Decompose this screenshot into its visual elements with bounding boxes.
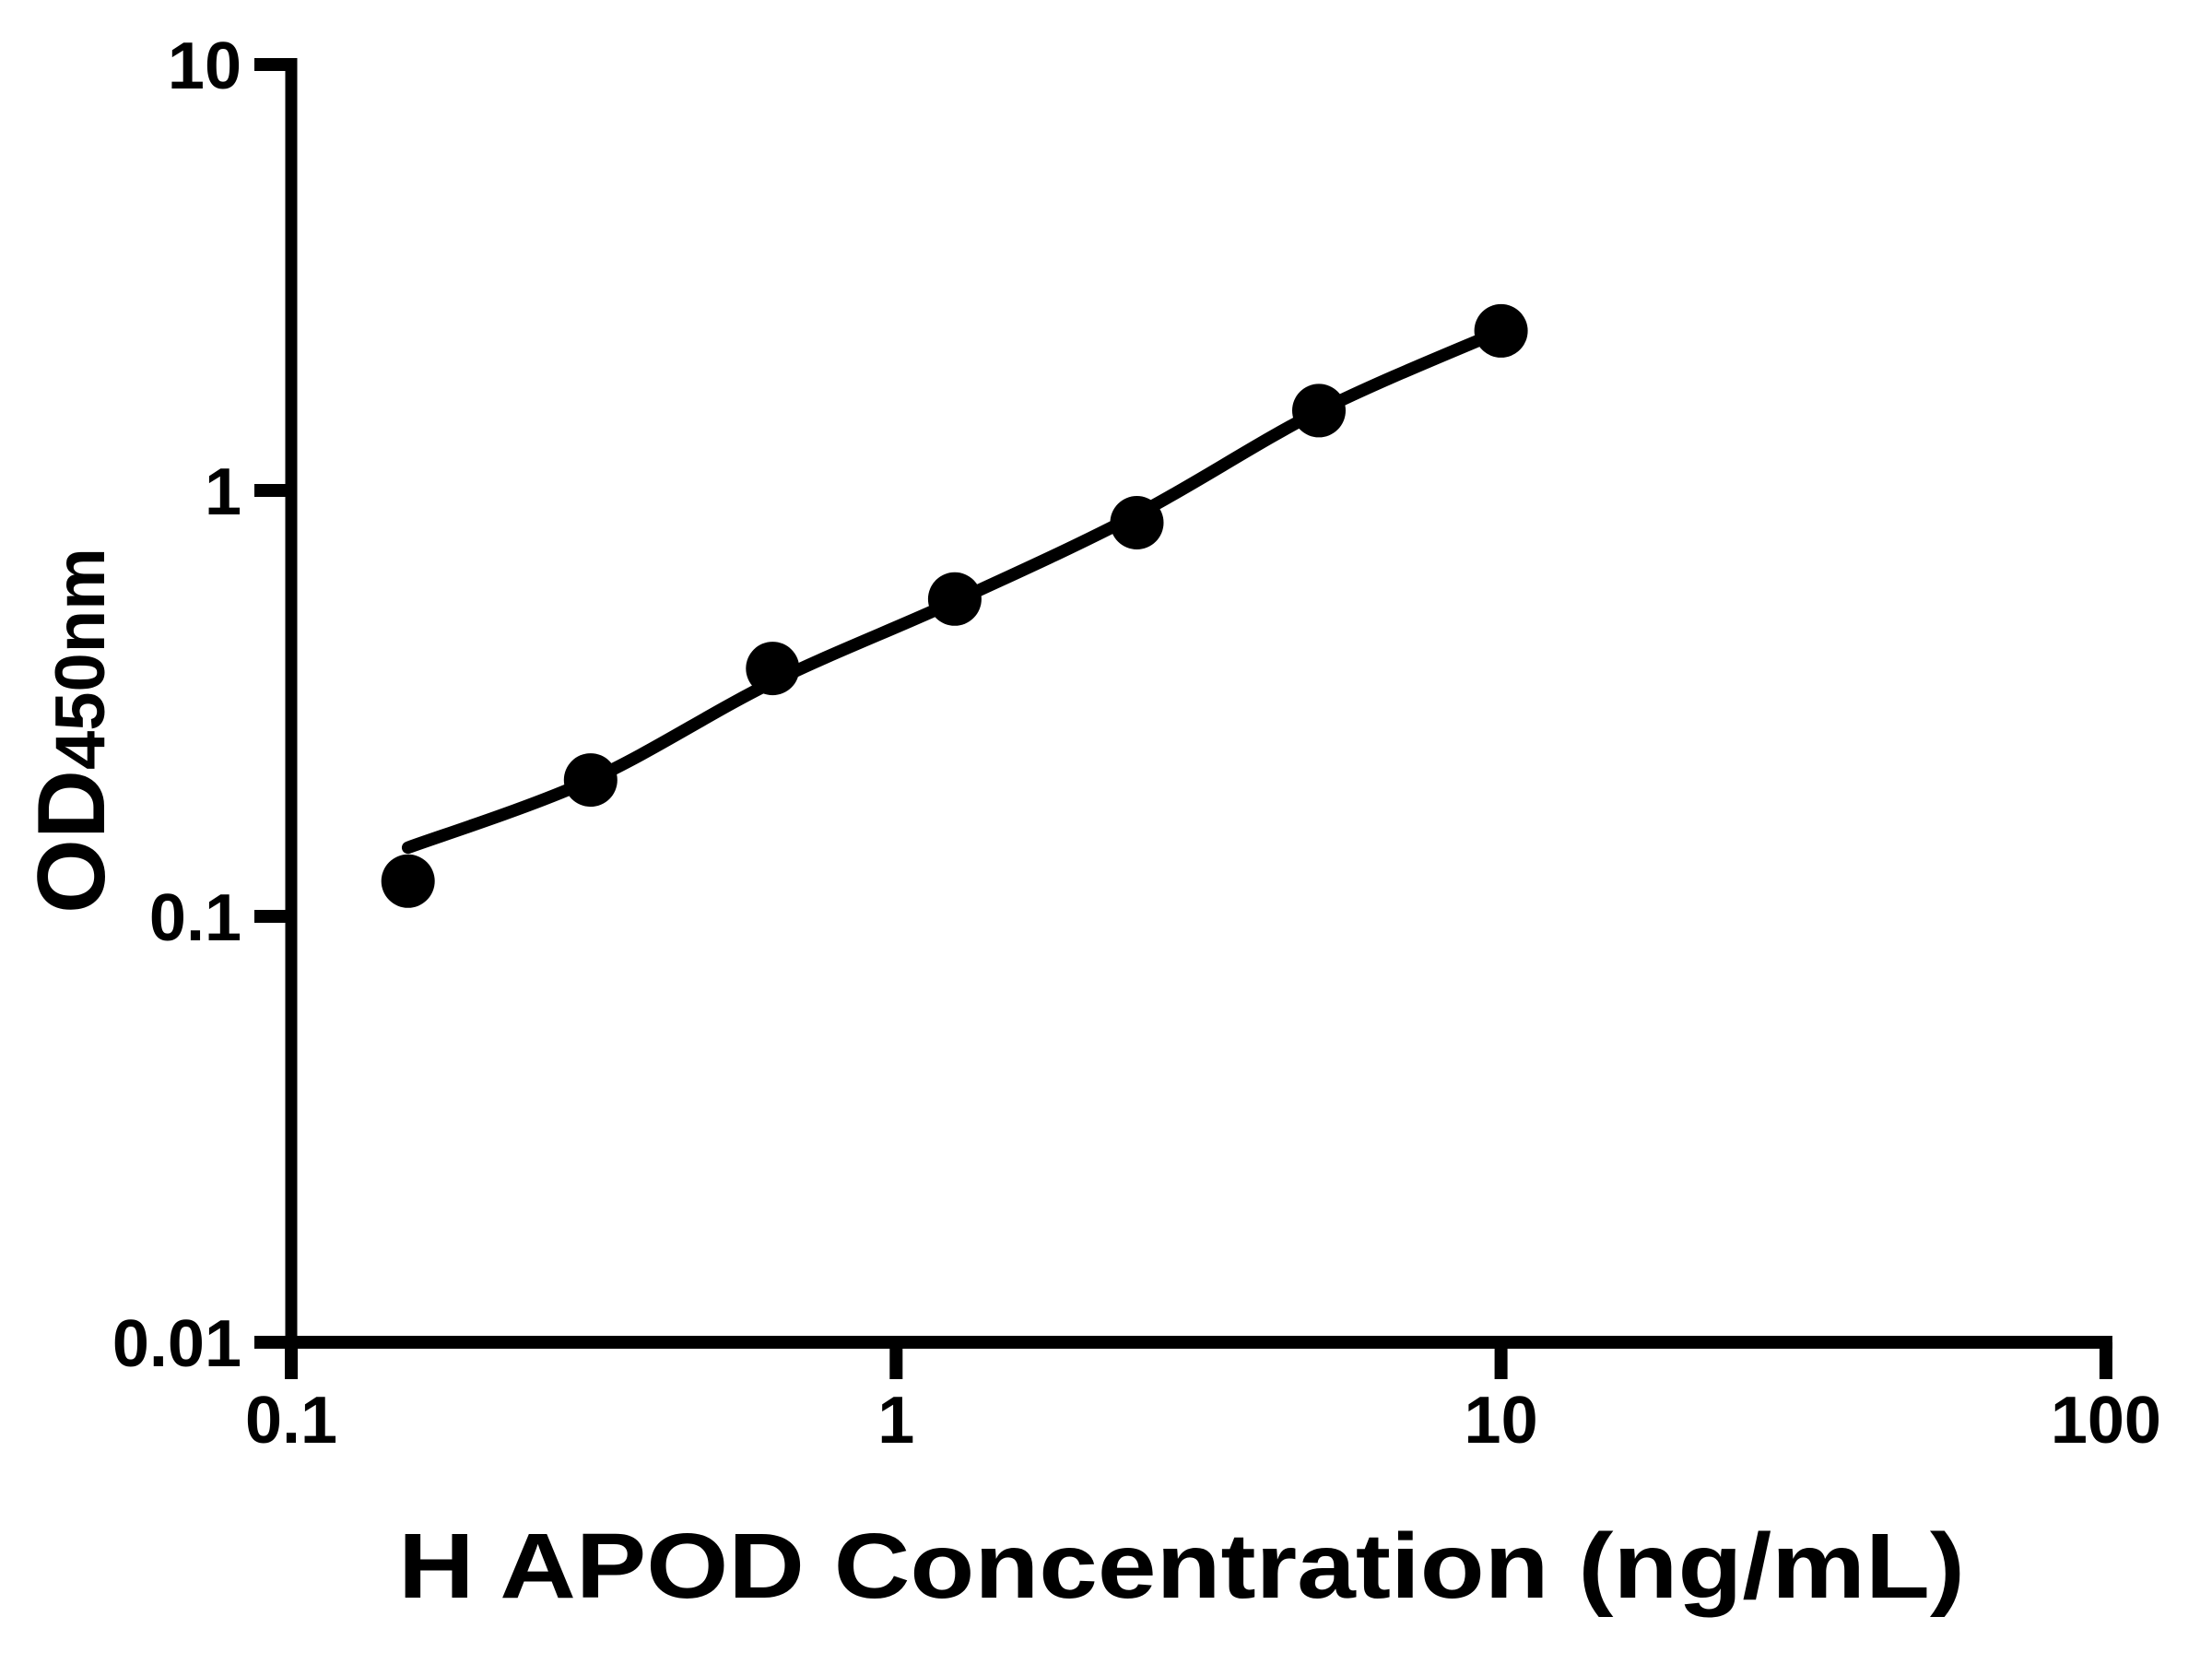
data-point bbox=[1474, 303, 1528, 358]
y-axis-title-sub: 450nm bbox=[41, 548, 120, 770]
data-point bbox=[1110, 496, 1164, 549]
data-point bbox=[927, 572, 982, 626]
data-point bbox=[381, 854, 435, 908]
y-tick-label: 1 bbox=[205, 455, 241, 529]
x-tick-label: 1 bbox=[877, 1384, 914, 1457]
y-tick-label: 0.1 bbox=[149, 881, 241, 955]
y-axis-title: OD450nm bbox=[18, 548, 125, 914]
y-tick-label: 0.01 bbox=[112, 1307, 241, 1381]
data-point bbox=[1292, 384, 1346, 438]
x-tick-label: 10 bbox=[1465, 1384, 1538, 1457]
x-tick-label: 0.1 bbox=[245, 1384, 337, 1457]
x-tick-label: 100 bbox=[2051, 1384, 2161, 1457]
data-point bbox=[746, 642, 800, 696]
data-point bbox=[563, 753, 618, 808]
y-axis-title-main: OD bbox=[18, 770, 125, 914]
series-layer bbox=[381, 303, 1528, 908]
y-tick-label: 10 bbox=[168, 30, 241, 103]
x-axis-title: H APOD Concentration (ng/mL) bbox=[398, 1515, 1965, 1618]
